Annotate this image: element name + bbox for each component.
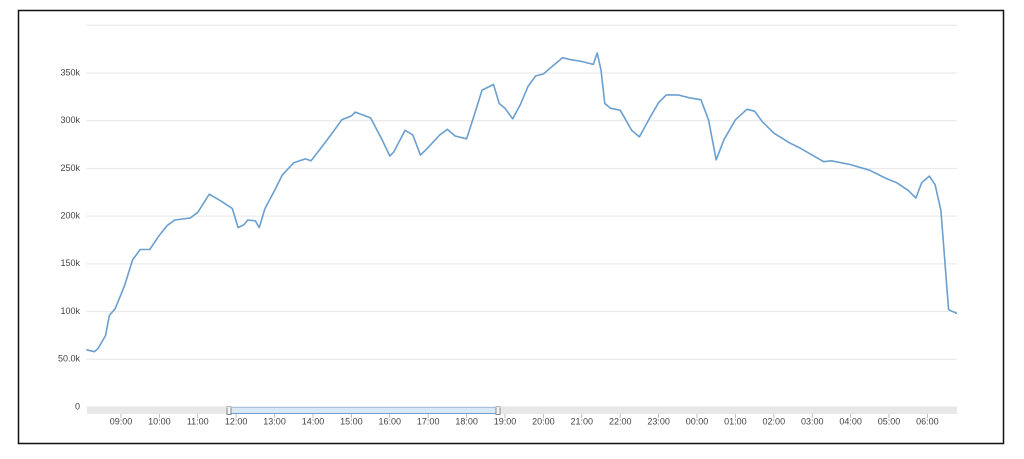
- x-tick-label: 17:00: [417, 416, 440, 426]
- y-tick-label: 200k: [60, 211, 80, 221]
- series-line: [86, 52, 958, 353]
- navigator-window[interactable]: [228, 407, 499, 414]
- y-tick-label: 100k: [60, 306, 80, 316]
- x-tick-label: 01:00: [724, 416, 747, 426]
- x-tick-label: 21:00: [571, 416, 594, 426]
- navigator-track: [87, 407, 957, 414]
- y-tick-label: 300k: [60, 115, 80, 125]
- x-tick-label: 05:00: [878, 416, 901, 426]
- x-tick-label: 03:00: [801, 416, 824, 426]
- frame: [17, 9, 1005, 445]
- y-tick-label: 0: [75, 401, 80, 411]
- y-tick-label: 50.0k: [58, 354, 81, 364]
- x-tick-label: 15:00: [340, 416, 363, 426]
- x-tick-label: 23:00: [647, 416, 670, 426]
- x-tick-label: 22:00: [609, 416, 632, 426]
- x-tick-label: 16:00: [379, 416, 402, 426]
- y-tick-label: 250k: [60, 163, 80, 173]
- navigator-handle[interactable]: [226, 406, 232, 415]
- x-tick-label: 20:00: [532, 416, 555, 426]
- x-tick-label: 09:00: [110, 416, 133, 426]
- y-tick-label: 150k: [60, 258, 80, 268]
- x-tick-label: 06:00: [916, 416, 939, 426]
- x-tick-label: 10:00: [148, 416, 171, 426]
- x-tick-label: 00:00: [686, 416, 709, 426]
- x-tick-label: 18:00: [455, 416, 478, 426]
- x-tick-label: 13:00: [263, 416, 286, 426]
- y-tick-label: 350k: [60, 67, 80, 77]
- x-tick-label: 02:00: [763, 416, 786, 426]
- x-tick-label: 14:00: [302, 416, 325, 426]
- x-tick-label: 12:00: [225, 416, 248, 426]
- navigator-handle[interactable]: [495, 406, 501, 415]
- x-tick-label: 04:00: [839, 416, 862, 426]
- x-tick-label: 19:00: [494, 416, 517, 426]
- x-tick-label: 11:00: [187, 416, 209, 426]
